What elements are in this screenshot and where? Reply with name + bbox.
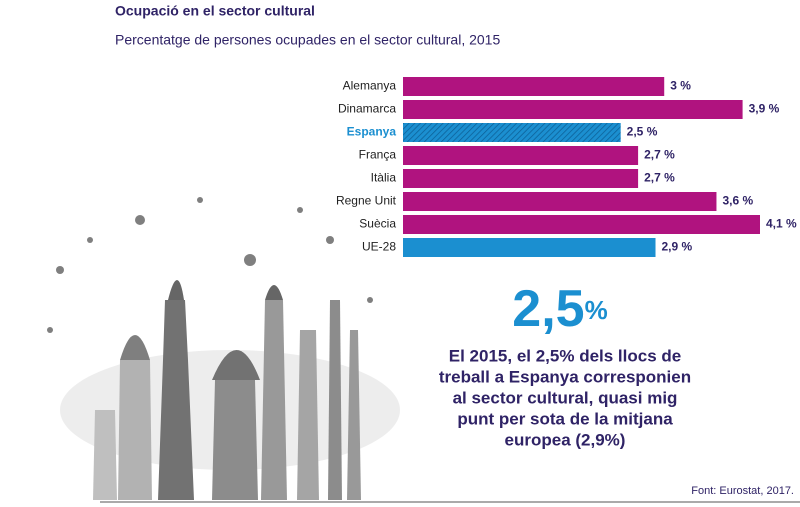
value-label: 3,9 % [749, 102, 780, 116]
annotation-number: 2,5 [512, 280, 584, 338]
category-label: Suècia [359, 217, 396, 231]
annotation-text: El 2015, el 2,5% dels llocs de [449, 346, 681, 365]
annotation-text: treball a Espanya corresponien [439, 367, 691, 386]
bar [403, 192, 717, 211]
brush-illustration [47, 197, 400, 500]
source: Font: Eurostat, 2017. [691, 485, 794, 497]
value-label: 2,9 % [662, 240, 693, 254]
annotation-text: al sector cultural, quasi mig [453, 388, 678, 407]
value-label: 4,1 % [766, 217, 797, 231]
category-label: França [359, 148, 397, 162]
bar [403, 146, 639, 165]
bar [403, 238, 656, 257]
value-label: 2,7 % [644, 171, 675, 185]
annotation-unit: % [585, 295, 608, 325]
chart-subtitle: Percentatge de persones ocupades en el s… [115, 32, 500, 48]
value-label: 2,5 % [627, 125, 658, 139]
bar [403, 169, 639, 188]
category-label: Regne Unit [336, 194, 397, 208]
annotation: 2,5% El 2015, el 2,5% dels llocs de treba… [439, 280, 691, 450]
category-label: UE-28 [362, 240, 396, 254]
bar [403, 123, 621, 142]
annotation-value: 2,5% [512, 280, 607, 338]
category-label: Espanya [347, 125, 397, 139]
value-label: 3,6 % [722, 194, 753, 208]
chart-title: Ocupació en el sector cultural [115, 3, 315, 19]
value-label: 2,7 % [644, 148, 675, 162]
bar [403, 100, 743, 119]
bar [403, 77, 665, 96]
annotation-text: europea (2,9%) [505, 430, 626, 449]
value-label: 3 % [670, 79, 691, 93]
category-label: Alemanya [343, 79, 397, 93]
annotation-text: punt per sota de la mitjana [457, 409, 673, 428]
category-label: Dinamarca [338, 102, 396, 116]
bar [403, 215, 760, 234]
category-label: Itàlia [371, 171, 397, 185]
